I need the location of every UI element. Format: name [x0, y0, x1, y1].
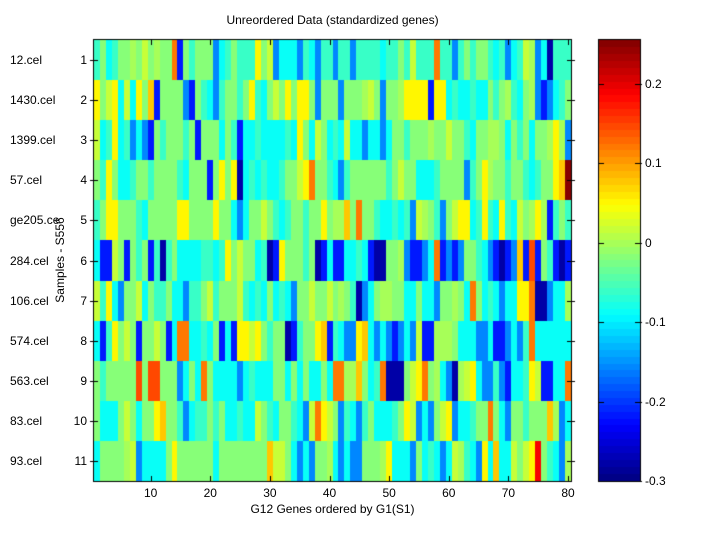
- colorbar-tick-label: -0.2: [645, 394, 666, 409]
- y-tick-label: 8: [80, 333, 87, 348]
- y-tick-label: 7: [80, 293, 87, 308]
- colorbar-tick-label: 0: [645, 235, 652, 250]
- sample-name-label: 57.cel: [10, 173, 43, 188]
- x-tick-label: 10: [143, 486, 158, 500]
- x-tick-label: 20: [203, 486, 217, 500]
- sample-name-label: 284.cel: [10, 253, 49, 268]
- x-tick-label: 80: [561, 486, 575, 500]
- heatmap-canvas: [88, 34, 577, 487]
- colorbar-canvas: [593, 34, 648, 487]
- sample-name-label: 1430.cel: [10, 93, 56, 108]
- colorbar-tick-label: -0.1: [645, 315, 666, 330]
- colorbar-tick-label: 0.2: [645, 76, 662, 91]
- colorbar-tick-label: 0.1: [645, 156, 662, 171]
- y-tick-label: 2: [80, 93, 87, 108]
- chart-title: Unreordered Data (standardized genes): [226, 13, 439, 27]
- x-tick-label: 50: [382, 486, 396, 500]
- y-tick-label: 6: [80, 253, 87, 268]
- sample-name-label: 93.cel: [10, 453, 43, 468]
- sample-name-label: ge205.ce: [10, 213, 60, 228]
- sample-name-label: 574.cel: [10, 333, 49, 348]
- y-tick-label: 10: [73, 413, 87, 428]
- x-tick-label: 40: [322, 486, 337, 500]
- y-tick-label: 3: [80, 133, 87, 148]
- y-tick-label: 1: [80, 53, 87, 68]
- x-tick-label: 70: [501, 486, 516, 500]
- y-tick-label: 9: [80, 373, 87, 388]
- y-tick-label: 4: [80, 173, 87, 188]
- x-tick-label: 30: [263, 486, 277, 500]
- x-axis-label: G12 Genes ordered by G1(S1): [250, 502, 415, 516]
- colorbar-tick-label: -0.3: [645, 474, 666, 488]
- sample-name-label: 12.cel: [10, 53, 43, 68]
- sample-name-label: 106.cel: [10, 293, 49, 308]
- sample-name-label: 83.cel: [10, 413, 43, 428]
- sample-name-label: 1399.cel: [10, 133, 56, 148]
- y-tick-label: 5: [80, 213, 87, 228]
- sample-name-label: 563.cel: [10, 373, 49, 388]
- x-tick-label: 60: [442, 486, 456, 500]
- y-tick-label: 11: [74, 453, 87, 468]
